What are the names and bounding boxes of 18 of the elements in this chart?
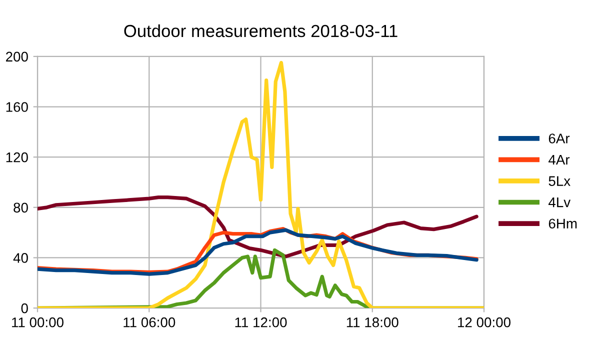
x-tick-label: 12 00:00 bbox=[458, 317, 510, 328]
x-tick-label: 11 18:00 bbox=[346, 317, 398, 328]
legend-label: 5Lx bbox=[548, 176, 570, 186]
y-tick-label: 160 bbox=[6, 102, 28, 112]
y-tick-label: 120 bbox=[6, 152, 28, 162]
chart-title: Outdoor measurements 2018-03-11 bbox=[124, 24, 398, 38]
legend-label: 6Ar bbox=[548, 134, 570, 144]
y-tick-label: 40 bbox=[13, 253, 28, 263]
x-tick-label: 11 06:00 bbox=[124, 317, 176, 328]
legend-label: 4Ar bbox=[548, 154, 570, 165]
y-tick-label: 0 bbox=[21, 303, 28, 314]
line-series bbox=[38, 196, 478, 258]
legend-label: 6Hm bbox=[548, 218, 577, 229]
x-tick-label: 11 12:00 bbox=[235, 317, 287, 328]
y-tick-label: 200 bbox=[6, 52, 28, 62]
x-tick-label: 11 00:00 bbox=[12, 317, 64, 328]
legend-label: 4Lv bbox=[548, 198, 571, 208]
y-tick-label: 80 bbox=[14, 202, 28, 213]
